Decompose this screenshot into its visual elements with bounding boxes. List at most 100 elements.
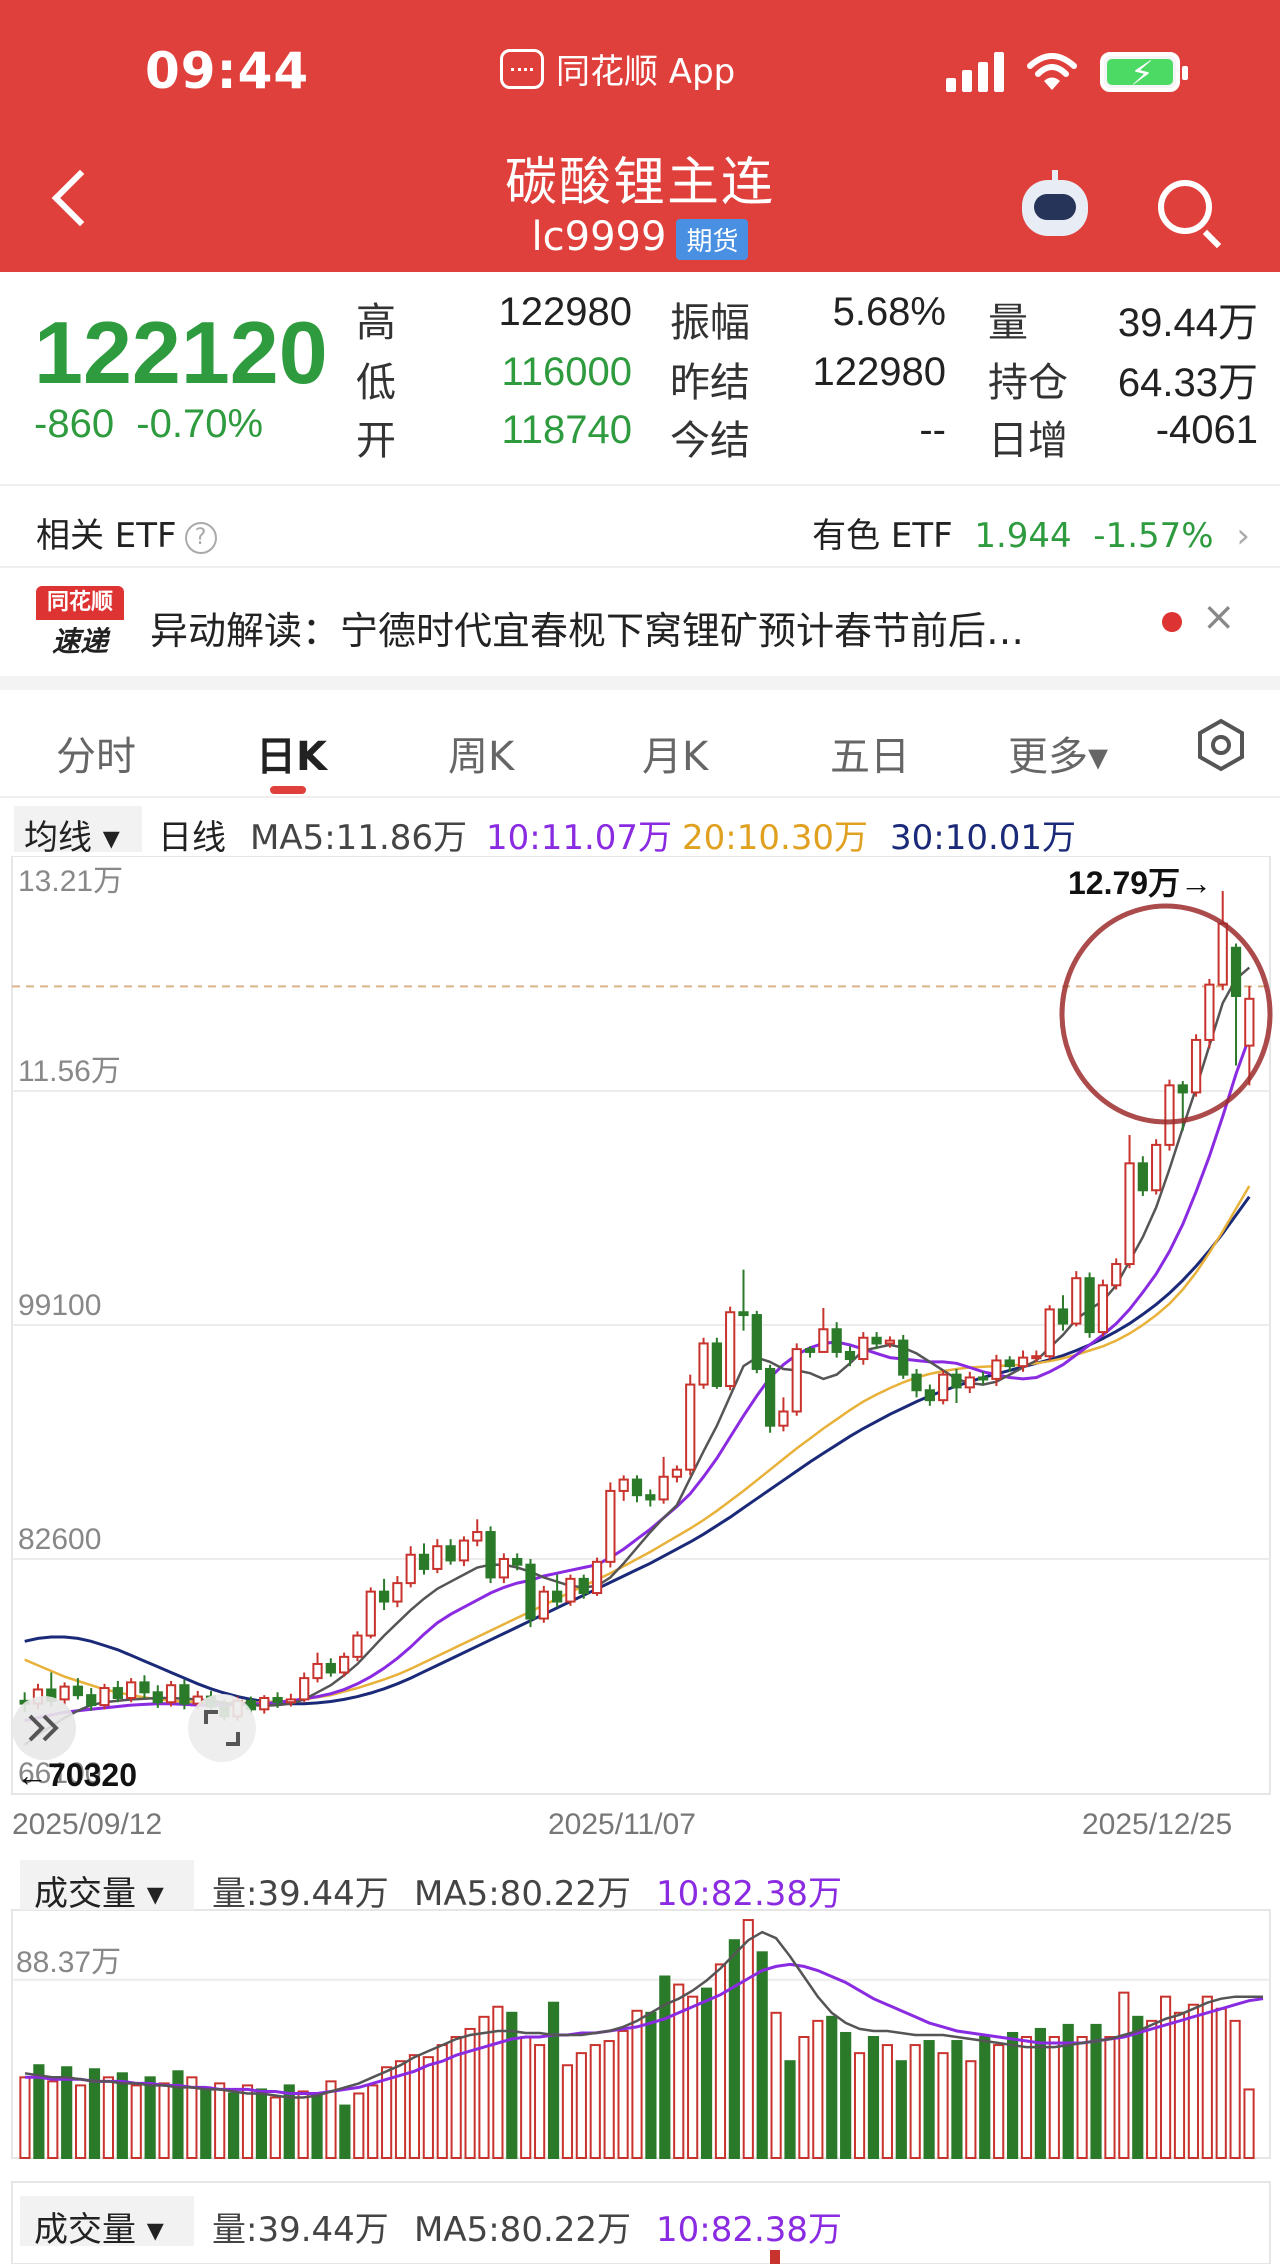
candle-body <box>831 1328 842 1353</box>
volume-bar <box>492 2005 504 2159</box>
settings-hexagon-icon[interactable] <box>1194 718 1248 772</box>
candle-body <box>1111 1263 1122 1287</box>
candle-body <box>645 1494 656 1501</box>
volume-ma5-value: MA5:80.22万 <box>414 1874 632 1914</box>
app-header: 09:44 同花顺 App ⚡ 碳酸锂主连 lc9999 期货 <box>0 0 1280 272</box>
candle-body <box>751 1314 762 1370</box>
candle-body <box>871 1336 882 1345</box>
candle <box>126 1678 137 1703</box>
candle-body <box>1044 1308 1055 1358</box>
kline-chart[interactable]: 13.21万 11.56万 99100 82600 66100 12.79万→ ←70320… <box>0 856 1280 2264</box>
candle <box>591 1557 603 1596</box>
min-price-label: ←70320 <box>16 1757 137 1793</box>
volume-bar <box>214 2082 226 2159</box>
assistant-robot-icon[interactable] <box>1022 170 1088 236</box>
volume-bar <box>742 1919 754 2159</box>
candle-body <box>1084 1277 1095 1334</box>
ma5-line <box>23 966 1251 1746</box>
volume-ma10-line <box>25 1962 1264 2095</box>
candle <box>339 1652 350 1677</box>
candle <box>99 1683 110 1710</box>
related-etf-text: 相关 ETF <box>36 516 177 556</box>
volume-bar <box>687 1995 699 2159</box>
candle-body <box>472 1531 483 1542</box>
status-app-label[interactable]: 同花顺 App <box>500 44 735 93</box>
volume-bar <box>979 2036 991 2159</box>
volume-bar <box>1187 2003 1199 2159</box>
tab-weekly-k[interactable]: 周K <box>448 734 515 780</box>
volume-bar <box>617 2029 629 2159</box>
volume-bar <box>631 2009 643 2159</box>
close-icon[interactable]: × <box>1202 594 1236 640</box>
volume-bar <box>1243 2088 1255 2160</box>
candle-body <box>1057 1308 1069 1325</box>
candle-body <box>99 1687 110 1707</box>
tab-monthly-k[interactable]: 月K <box>642 734 709 780</box>
candle-body <box>778 1410 789 1427</box>
etf-quote[interactable]: 有色 ETF 1.944 -1.57% › <box>812 508 1250 557</box>
fullscreen-button <box>188 1694 256 1762</box>
candle <box>1137 1156 1148 1196</box>
volume-bar <box>116 2072 128 2160</box>
candle <box>951 1368 962 1403</box>
candle-body <box>552 1590 563 1603</box>
volume-indicator-select[interactable]: 成交量 ▾ <box>20 2196 194 2250</box>
candle-body <box>392 1582 403 1603</box>
volume-bar <box>1020 2036 1033 2159</box>
candle-body <box>445 1545 456 1562</box>
candle <box>1057 1295 1069 1331</box>
candle <box>458 1536 470 1567</box>
change-percent: -0.70% <box>136 402 264 446</box>
candle <box>618 1475 629 1501</box>
volume-bar <box>1006 2031 1019 2160</box>
related-etf-row[interactable]: 相关 ETF? 有色 ETF 1.944 -1.57% › <box>0 488 1280 564</box>
tab-intraday[interactable]: 分时 <box>56 734 136 780</box>
candle-body <box>1031 1355 1042 1360</box>
candle <box>658 1456 669 1504</box>
volume-bar <box>450 2036 462 2159</box>
candle-body <box>272 1696 283 1704</box>
cellular-signal-icon <box>946 52 1004 92</box>
search-icon[interactable] <box>1158 180 1212 234</box>
volume-value: 量:39.44万 <box>212 2210 389 2250</box>
stat-value: 122980 <box>812 350 946 394</box>
stat-label: 低 <box>356 360 396 406</box>
candle-body <box>1190 1038 1202 1094</box>
news-headline[interactable]: 异动解读：宁德时代宜春枧下窝锂矿预计春节前后… <box>150 609 1025 653</box>
candle-body <box>72 1685 84 1697</box>
volume-bar <box>367 2084 379 2160</box>
indicator-select[interactable]: 均线 ▾ <box>14 806 142 858</box>
express-news-logo: 同花顺 速递 <box>36 586 124 658</box>
ma30-line <box>24 1195 1251 1706</box>
candle <box>378 1578 390 1611</box>
divider <box>0 484 1280 486</box>
volume-bar <box>353 2092 365 2160</box>
volume-bar <box>534 2044 546 2159</box>
volume-bar <box>881 2044 893 2159</box>
candle <box>884 1336 896 1348</box>
news-ticker[interactable]: 同花顺 速递 异动解读：宁德时代宜春枧下窝锂矿预计春节前后… × <box>0 570 1280 674</box>
tab-daily-k[interactable]: 日K <box>256 734 327 780</box>
volume-bar <box>1076 2036 1088 2159</box>
stat-amplitude: 振幅 5.68% <box>670 290 946 346</box>
candle-body <box>764 1367 776 1427</box>
candle <box>179 1679 190 1710</box>
candle-body <box>299 1677 310 1701</box>
tab-more[interactable]: 更多▾ <box>1008 734 1109 780</box>
section-gap <box>0 676 1280 690</box>
volume-bar <box>589 2044 601 2159</box>
candle-body <box>605 1489 616 1563</box>
candle-body <box>112 1687 123 1699</box>
help-circle-icon[interactable]: ? <box>184 521 217 554</box>
candle-body <box>844 1350 856 1361</box>
candle-body <box>1017 1356 1029 1368</box>
candle-body <box>405 1553 416 1585</box>
volume-bar <box>853 2052 866 2159</box>
candle-body <box>818 1328 829 1353</box>
candle <box>964 1371 975 1394</box>
tab-five-day[interactable]: 五日 <box>830 734 910 780</box>
stat-prev-settle: 昨结 122980 <box>670 350 946 406</box>
volume-indicator-select[interactable]: 成交量 ▾ <box>20 1860 194 1914</box>
stat-low: 低 116000 <box>356 350 632 406</box>
candle <box>285 1693 297 1707</box>
